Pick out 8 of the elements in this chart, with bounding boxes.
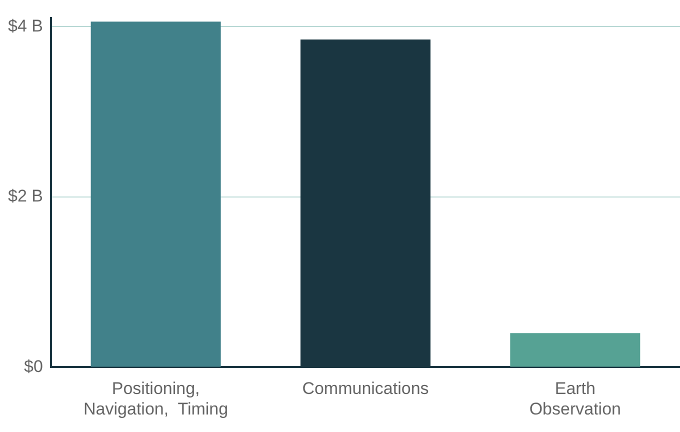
x-tick-label: Earth Observation xyxy=(529,379,621,418)
y-tick-label: $0 xyxy=(24,356,43,376)
x-tick-label: Positioning, Navigation, Timing xyxy=(84,379,228,418)
bar xyxy=(510,333,640,367)
bar xyxy=(90,22,221,367)
y-tick-label: $4 B xyxy=(8,16,43,36)
x-tick-label: Communications xyxy=(302,379,429,398)
y-tick-label: $2 B xyxy=(8,186,43,206)
